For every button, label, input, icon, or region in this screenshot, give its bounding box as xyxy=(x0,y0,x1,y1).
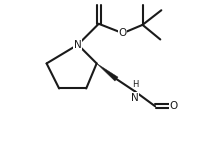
Text: H: H xyxy=(132,80,138,89)
Text: O: O xyxy=(170,101,178,111)
Text: O: O xyxy=(119,28,127,38)
Polygon shape xyxy=(97,63,118,81)
Text: N: N xyxy=(131,93,139,103)
Text: N: N xyxy=(74,40,82,50)
